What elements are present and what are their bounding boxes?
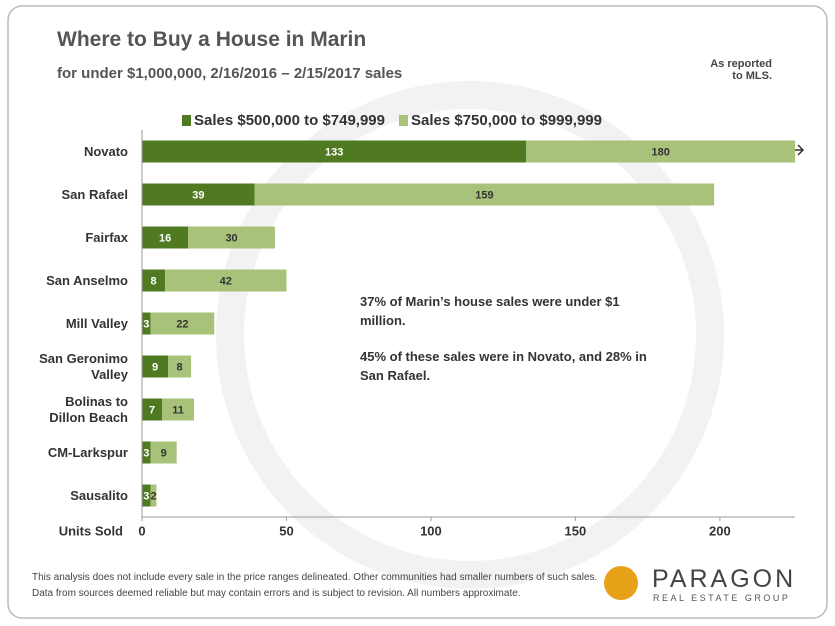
- value-label: 3: [143, 490, 149, 502]
- frame: [7, 5, 828, 619]
- value-label: 133: [325, 146, 343, 158]
- legend-label: Sales $750,000 to $999,999: [411, 112, 602, 129]
- logo-tagline: REAL ESTATE GROUP: [653, 593, 791, 603]
- x-tick-label: 150: [565, 523, 587, 538]
- bar: [150, 441, 177, 464]
- value-label: 9: [152, 361, 158, 373]
- y-tick-label: Sausalito: [70, 487, 128, 503]
- value-label: 159: [475, 189, 493, 201]
- bar: [142, 441, 151, 464]
- logo-mark: [604, 566, 638, 600]
- watermark: [216, 81, 724, 589]
- value-label: 7: [149, 404, 155, 416]
- bar: [142, 484, 151, 507]
- x-axis-label: Units Sold: [59, 523, 123, 538]
- y-tick-label: San Geronimo Valley: [39, 350, 128, 382]
- title: Where to Buy a House in Marin: [57, 28, 367, 51]
- logo-name: PARAGON: [652, 565, 797, 593]
- legend-swatch: [399, 115, 408, 126]
- value-label: 42: [220, 275, 232, 287]
- value-label: 39: [192, 189, 204, 201]
- value-label: 3: [143, 447, 149, 459]
- bar: [142, 140, 527, 163]
- bar: [168, 355, 192, 378]
- y-tick-label: Fairfax: [85, 229, 128, 245]
- x-tick-label: 0: [138, 523, 145, 538]
- y-tick-label: CM-Larkspur: [47, 444, 128, 460]
- legend-swatch: [182, 115, 191, 126]
- bar: [254, 183, 715, 206]
- x-tick-label: 200: [709, 523, 731, 538]
- annotation: 45% of these sales were in Novato, and 2…: [360, 349, 647, 383]
- footer: This analysis does not include every sal…: [32, 572, 598, 599]
- bar: [188, 226, 275, 249]
- value-label: 16: [159, 232, 171, 244]
- value-label: 8: [176, 361, 182, 373]
- bar: [150, 484, 157, 507]
- value-label: 30: [225, 232, 237, 244]
- value-label: 8: [150, 275, 156, 287]
- value-label: 9: [161, 447, 167, 459]
- x-tick-label: 100: [420, 523, 442, 538]
- bar: [162, 398, 195, 421]
- bar: [142, 355, 169, 378]
- bar: [142, 183, 255, 206]
- y-tick-label: Novato: [83, 143, 128, 159]
- value-label: 11: [172, 404, 184, 416]
- y-tick-label: San Anselmo: [46, 272, 128, 288]
- bar: [142, 269, 166, 292]
- annotation: 37% of Marin’s house sales were under $1…: [360, 294, 620, 328]
- bar: [142, 312, 151, 335]
- value-label: 2: [150, 490, 156, 502]
- value-label: 180: [651, 146, 669, 158]
- legend-label: Sales $500,000 to $749,999: [194, 112, 385, 129]
- value-label: 22: [176, 318, 188, 330]
- value-label: 3: [143, 318, 149, 330]
- subtitle: for under $1,000,000, 2/16/2016 – 2/15/2…: [57, 65, 403, 82]
- y-tick-label: Bolinas to Dillon Beach: [49, 393, 128, 425]
- y-tick-label: San Rafael: [61, 186, 128, 202]
- bar: [142, 398, 163, 421]
- y-tick-label: Mill Valley: [65, 315, 128, 331]
- bar: [142, 226, 189, 249]
- bar: [526, 140, 795, 163]
- bar: [165, 269, 287, 292]
- note: As reported to MLS.: [710, 58, 772, 82]
- x-tick-label: 50: [279, 523, 293, 538]
- bar: [150, 312, 215, 335]
